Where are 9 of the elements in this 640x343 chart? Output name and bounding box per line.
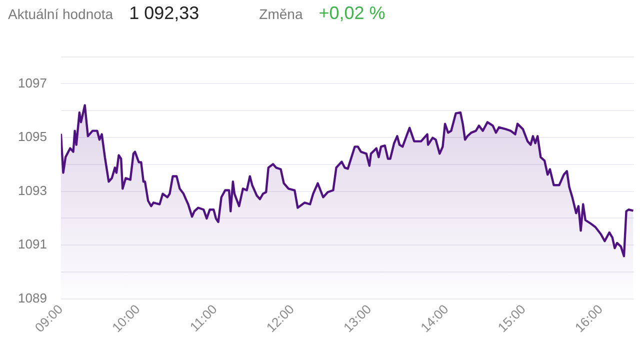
y-tick-label: 1097 — [18, 75, 47, 90]
text: +0,02 % — [318, 3, 386, 24]
text: 1 092,33 — [129, 3, 200, 24]
text: Změna — [259, 6, 303, 22]
y-tick-label: 1091 — [18, 236, 47, 252]
y-tick-label: 1093 — [18, 182, 47, 198]
text: Aktuální hodnota — [8, 6, 114, 22]
y-tick-label: 1095 — [18, 129, 47, 144]
y-tick-label: 1089 — [18, 290, 47, 306]
